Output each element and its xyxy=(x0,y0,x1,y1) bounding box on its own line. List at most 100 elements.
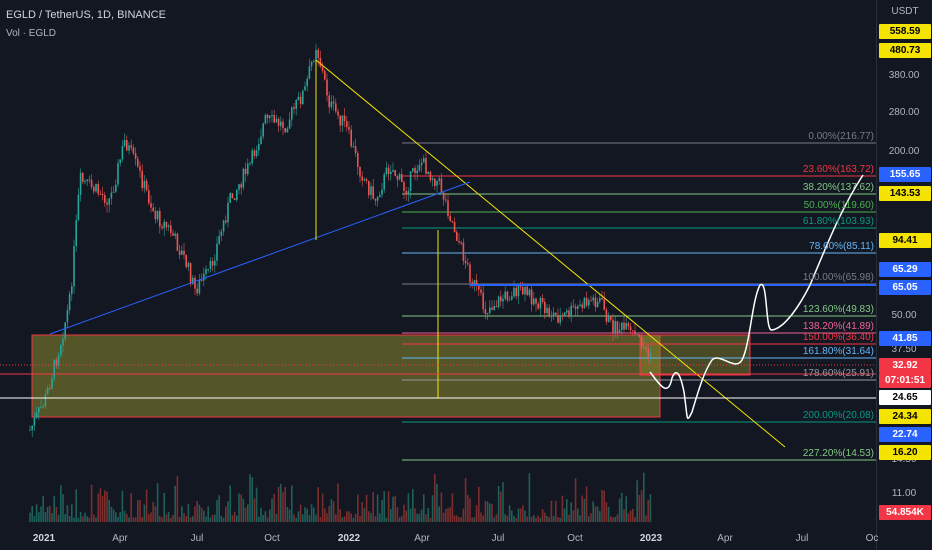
volume-bar xyxy=(359,515,361,522)
candle-body xyxy=(495,306,498,308)
volume-bar xyxy=(152,501,154,522)
candle-body xyxy=(601,297,603,300)
volume-bar xyxy=(348,511,350,522)
time-tick: Apr xyxy=(717,533,733,544)
candle-body xyxy=(174,233,176,236)
volume-bar xyxy=(438,506,440,522)
volume-bar xyxy=(392,496,394,522)
price-tag: 41.85 xyxy=(879,331,931,346)
candle-body xyxy=(304,86,306,91)
volume-bar xyxy=(225,506,227,522)
candle-body xyxy=(491,307,493,310)
trend-line-yellow-down[interactable] xyxy=(315,59,786,448)
volume-bar xyxy=(130,493,132,522)
price-axis-unit: USDT xyxy=(891,6,919,17)
candle-body xyxy=(71,286,73,294)
volume-bar xyxy=(636,480,638,522)
candle-body xyxy=(225,220,227,223)
candle-body xyxy=(621,322,623,330)
projection-path[interactable] xyxy=(649,174,864,420)
candle-body xyxy=(379,194,381,197)
support-zone-box[interactable] xyxy=(31,334,661,418)
symbol-title[interactable]: EGLD / TetherUS, 1D, BINANCE xyxy=(6,9,166,21)
candle-body xyxy=(643,347,645,349)
candle-body xyxy=(475,280,478,286)
price-tick: 37.50 xyxy=(891,344,917,355)
volume-legend[interactable]: Vol · EGLD xyxy=(6,28,57,39)
fib-level-label: 0.00%(216.77) xyxy=(808,131,874,142)
volume-bar xyxy=(253,498,256,522)
volume-bar xyxy=(49,505,51,522)
candle-body xyxy=(95,183,97,192)
volume-bar xyxy=(192,516,194,522)
candle-body xyxy=(117,163,119,185)
candle-body xyxy=(541,297,544,302)
volume-bar xyxy=(530,517,533,522)
volume-bar xyxy=(537,515,539,522)
volume-bar xyxy=(203,510,205,522)
candle-body xyxy=(205,268,207,274)
candle-body xyxy=(332,101,335,104)
price-chart[interactable] xyxy=(0,0,876,550)
time-tick: 2022 xyxy=(337,533,361,544)
candle-body xyxy=(233,198,236,200)
candle-body xyxy=(82,172,84,182)
candle-body xyxy=(401,174,403,183)
candle-body xyxy=(106,202,108,205)
price-tag: 32.92 xyxy=(879,358,931,373)
volume-bar xyxy=(456,515,458,522)
price-axis[interactable]: USDT 380.00 280.00 200.00 50.00 37.50 14… xyxy=(876,0,932,550)
candle-body xyxy=(121,146,124,160)
candle-body xyxy=(324,70,326,80)
candle-body xyxy=(585,297,588,306)
volume-bar xyxy=(559,517,561,522)
volume-bar xyxy=(390,509,392,522)
volume-bar xyxy=(394,495,396,522)
candle-body xyxy=(99,193,102,195)
volume-bar xyxy=(273,493,275,522)
candle-body xyxy=(552,312,555,317)
volume-bar xyxy=(649,494,652,522)
target-zone-box[interactable] xyxy=(639,334,751,376)
volume-bar xyxy=(436,483,438,522)
time-tick: Oct xyxy=(264,533,280,544)
candle-body xyxy=(359,167,361,177)
volume-bar xyxy=(497,485,500,522)
candle-body xyxy=(293,107,295,109)
candle-body xyxy=(218,235,220,244)
candle-body xyxy=(143,180,146,189)
volume-bar xyxy=(119,511,121,522)
candle-body xyxy=(288,119,291,129)
candle-body xyxy=(583,297,586,308)
candle-body xyxy=(264,114,267,124)
volume-bar xyxy=(478,487,480,522)
candle-body xyxy=(517,283,520,297)
volume-bar xyxy=(35,504,38,522)
price-tag: 155.65 xyxy=(879,167,931,182)
candle-body xyxy=(207,268,209,270)
trend-line-blue-up[interactable] xyxy=(49,181,471,335)
time-tick: 2021 xyxy=(32,533,56,544)
volume-bar xyxy=(55,507,58,522)
volume-bar xyxy=(365,494,368,522)
candle-body xyxy=(194,277,196,289)
volume-bar xyxy=(396,507,399,522)
candle-body xyxy=(260,136,262,144)
candle-body xyxy=(550,315,553,317)
candle-body xyxy=(163,221,165,229)
candle-body xyxy=(238,184,240,190)
candle-body xyxy=(482,292,484,310)
volume-bar xyxy=(134,517,137,522)
volume-bar xyxy=(95,517,97,522)
volume-bar xyxy=(403,504,405,522)
volume-bar xyxy=(535,517,537,522)
price-tag: 16.20 xyxy=(879,445,931,460)
volume-bar xyxy=(420,509,423,522)
volume-bar xyxy=(258,516,260,522)
candle-body xyxy=(40,407,42,409)
candle-body xyxy=(280,121,282,126)
candle-body xyxy=(350,129,352,147)
candle-body xyxy=(610,316,612,320)
candle-body xyxy=(321,66,324,71)
fib-level-label: 150.00%(36.40) xyxy=(802,332,874,343)
